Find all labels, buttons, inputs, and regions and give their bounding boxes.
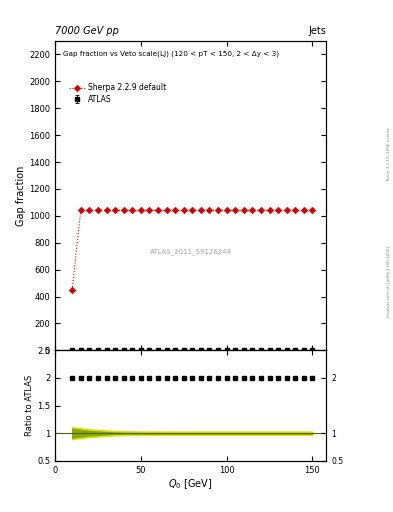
Sherpa 2.2.9 default xyxy=(121,207,126,214)
Sherpa 2.2.9 default xyxy=(216,207,220,214)
Sherpa 2.2.9 default xyxy=(164,207,169,214)
Sherpa 2.2.9 default xyxy=(276,207,281,214)
Sherpa 2.2.9 default xyxy=(113,207,118,214)
Text: Jets: Jets xyxy=(309,26,326,36)
Line: Sherpa 2.2.9 default: Sherpa 2.2.9 default xyxy=(70,208,315,292)
Text: 7000 GeV pp: 7000 GeV pp xyxy=(55,26,119,36)
Sherpa 2.2.9 default xyxy=(190,207,195,214)
Text: mcplots.cern.ch [arXiv:1306.3436]: mcplots.cern.ch [arXiv:1306.3436] xyxy=(387,246,391,317)
Text: ATLAS_2011_S9126244: ATLAS_2011_S9126244 xyxy=(150,248,231,254)
Sherpa 2.2.9 default xyxy=(233,207,238,214)
Y-axis label: Ratio to ATLAS: Ratio to ATLAS xyxy=(25,375,34,436)
Sherpa 2.2.9 default xyxy=(224,207,229,214)
Text: Gap fraction vs Veto scale(LJ) (120 < pT < 150, 2 < Δy < 3): Gap fraction vs Veto scale(LJ) (120 < pT… xyxy=(63,50,279,57)
Sherpa 2.2.9 default xyxy=(156,207,160,214)
Sherpa 2.2.9 default xyxy=(87,207,92,214)
Sherpa 2.2.9 default xyxy=(95,207,100,214)
Sherpa 2.2.9 default xyxy=(293,207,298,214)
Sherpa 2.2.9 default xyxy=(173,207,178,214)
Sherpa 2.2.9 default xyxy=(182,207,186,214)
Sherpa 2.2.9 default xyxy=(267,207,272,214)
X-axis label: $Q_0$ [GeV]: $Q_0$ [GeV] xyxy=(168,477,213,491)
Sherpa 2.2.9 default xyxy=(138,207,143,214)
Sherpa 2.2.9 default xyxy=(241,207,246,214)
Sherpa 2.2.9 default xyxy=(70,287,75,293)
Sherpa 2.2.9 default xyxy=(310,207,315,214)
Sherpa 2.2.9 default xyxy=(130,207,135,214)
Sherpa 2.2.9 default xyxy=(147,207,152,214)
Sherpa 2.2.9 default xyxy=(259,207,263,214)
Y-axis label: Gap fraction: Gap fraction xyxy=(16,165,26,226)
Sherpa 2.2.9 default xyxy=(79,207,83,214)
Sherpa 2.2.9 default xyxy=(207,207,212,214)
Sherpa 2.2.9 default xyxy=(104,207,109,214)
Sherpa 2.2.9 default xyxy=(250,207,255,214)
Sherpa 2.2.9 default xyxy=(301,207,306,214)
Legend: Sherpa 2.2.9 default, ATLAS: Sherpa 2.2.9 default, ATLAS xyxy=(67,82,168,105)
Sherpa 2.2.9 default xyxy=(285,207,289,214)
Text: Rivet 3.1.10, 100k events: Rivet 3.1.10, 100k events xyxy=(387,127,391,180)
Sherpa 2.2.9 default xyxy=(198,207,203,214)
